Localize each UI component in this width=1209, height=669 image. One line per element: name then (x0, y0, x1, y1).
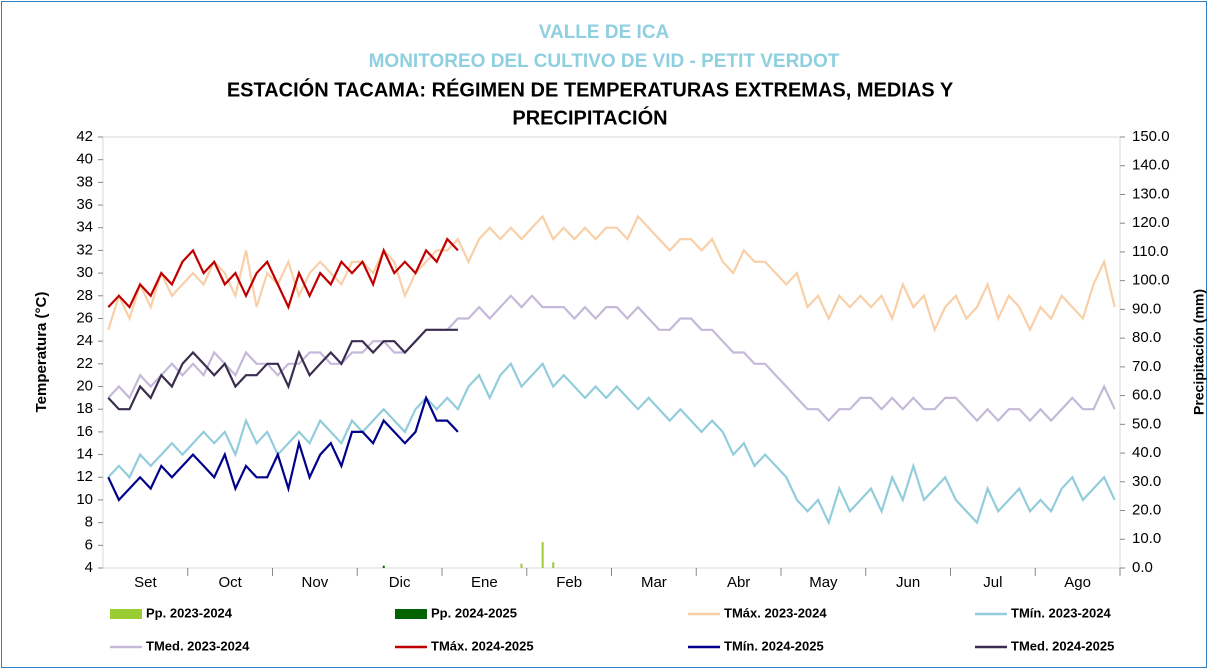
y2-tick-label: 110.0 (1132, 243, 1168, 260)
precip-bar (382, 565, 385, 568)
y2-tick-label: 10.0 (1132, 530, 1161, 547)
y2-tick-label: 70.0 (1132, 358, 1161, 375)
x-tick-label: Ene (471, 574, 498, 591)
legend-swatch (395, 609, 427, 619)
y2-tick-label: 130.0 (1132, 185, 1170, 202)
legend-label: TMáx. 2024-2025 (431, 638, 534, 653)
y-tick-label: 42 (76, 128, 93, 145)
x-tick-label: Set (134, 574, 157, 591)
y-tick-label: 30 (76, 264, 93, 281)
series-line (107, 237, 459, 311)
y-tick-label: 38 (76, 173, 93, 190)
y-tick-label: 16 (76, 423, 93, 440)
y-tick-label: 24 (76, 332, 93, 349)
y-tick-label: 18 (76, 400, 93, 417)
y2-tick-label: 40.0 (1132, 444, 1161, 461)
y-tick-label: 34 (76, 219, 93, 236)
x-tick-label: Feb (556, 574, 582, 591)
precip-bar (520, 563, 523, 568)
y-tick-label: 28 (76, 287, 93, 304)
y-tick-label: 4 (85, 559, 93, 576)
x-tick-label: Jun (896, 574, 920, 591)
legend-label: TMín. 2023-2024 (1011, 605, 1111, 620)
y2-tick-label: 150.0 (1132, 128, 1170, 145)
y2-tick-label: 60.0 (1132, 387, 1161, 404)
plot-area (102, 136, 1121, 569)
chart-title: PRECIPITACIÓN (512, 105, 667, 129)
y2-tick-label: 20.0 (1132, 502, 1161, 519)
y2-tick-label: 30.0 (1132, 473, 1161, 490)
y-tick-label: 10 (76, 491, 93, 508)
y-tick-label: 14 (76, 446, 93, 463)
y-tick-label: 6 (85, 536, 93, 553)
y2-tick-label: 140.0 (1132, 157, 1170, 174)
x-tick-label: Ago (1064, 574, 1091, 591)
x-tick-label: Oct (218, 574, 242, 591)
x-tick-label: May (809, 574, 838, 591)
series-line (107, 394, 459, 502)
y-tick-label: 36 (76, 196, 93, 213)
y2-tick-label: 90.0 (1132, 300, 1161, 317)
y-tick-label: 20 (76, 377, 93, 394)
x-tick-label: Abr (727, 574, 750, 591)
y2-tick-label: 50.0 (1132, 415, 1161, 432)
series-line (107, 294, 1116, 423)
y2-tick-label: 80.0 (1132, 329, 1161, 346)
y-axis-label: Temperatura (°C) (33, 292, 50, 413)
legend-label: Pp. 2023-2024 (146, 605, 233, 620)
legend-label: Pp. 2024-2025 (431, 605, 517, 620)
x-tick-label: Mar (641, 574, 667, 591)
y2-tick-label: 0.0 (1132, 559, 1153, 576)
chart-title: ESTACIÓN TACAMA: RÉGIMEN DE TEMPERATURAS… (227, 77, 954, 101)
x-tick-label: Nov (302, 574, 329, 591)
series-line (107, 361, 1116, 526)
series-line (107, 328, 458, 411)
y-tick-label: 12 (76, 468, 93, 485)
y2-axis-label: Precipitación (mm) (1191, 289, 1207, 415)
y-tick-label: 32 (76, 241, 93, 258)
precip-bar (541, 542, 544, 568)
title-line1: VALLE DE ICA (539, 22, 670, 43)
legend-label: TMáx. 2023-2024 (724, 605, 827, 620)
legend-swatch (110, 609, 142, 619)
title-line2: MONITOREO DEL CULTIVO DE VID - PETIT VER… (369, 51, 840, 72)
legend-label: TMed. 2023-2024 (146, 638, 250, 653)
y2-tick-label: 100.0 (1132, 272, 1170, 289)
y-tick-label: 8 (85, 514, 93, 531)
y-tick-label: 26 (76, 309, 93, 326)
precip-bar (552, 562, 555, 568)
series-line (107, 214, 1116, 333)
y-tick-label: 22 (76, 355, 93, 372)
x-tick-label: Jul (983, 574, 1002, 591)
y-tick-label: 40 (76, 151, 93, 168)
legend-label: TMín. 2024-2025 (724, 638, 824, 653)
legend-label: TMed. 2024-2025 (1011, 638, 1114, 653)
y2-tick-label: 120.0 (1132, 214, 1170, 231)
x-tick-label: Dic (389, 574, 411, 591)
